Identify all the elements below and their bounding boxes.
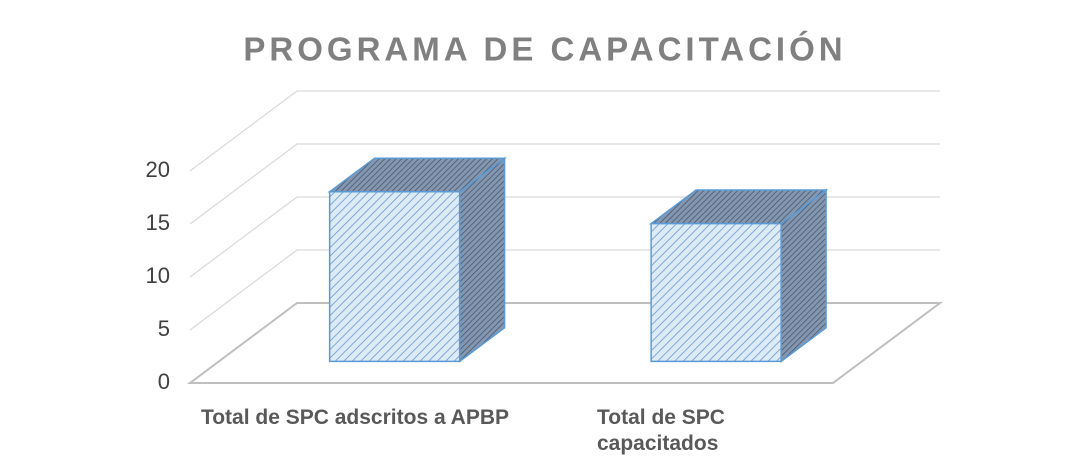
floor	[186, 302, 944, 384]
x-tick-label: Total de SPC adscritos a APBP	[200, 406, 510, 429]
grid-line	[189, 249, 940, 331]
bar	[648, 188, 829, 363]
grid-line	[189, 90, 940, 172]
grid-line	[189, 196, 940, 278]
y-tick-label: 15	[146, 210, 170, 235]
y-tick-label: 0	[158, 369, 170, 394]
bar-side	[458, 156, 506, 363]
y-tick-label: 5	[158, 316, 170, 341]
chart-title: PROGRAMA DE CAPACITACIÓN	[243, 31, 846, 68]
bar-front	[328, 191, 461, 363]
y-tick-label: 10	[146, 263, 170, 288]
grid-line	[189, 143, 940, 225]
bar	[327, 156, 507, 363]
x-tick-label: Total de SPC capacitados	[597, 406, 725, 455]
y-tick-label: 20	[146, 157, 170, 182]
bar-front	[650, 222, 782, 363]
